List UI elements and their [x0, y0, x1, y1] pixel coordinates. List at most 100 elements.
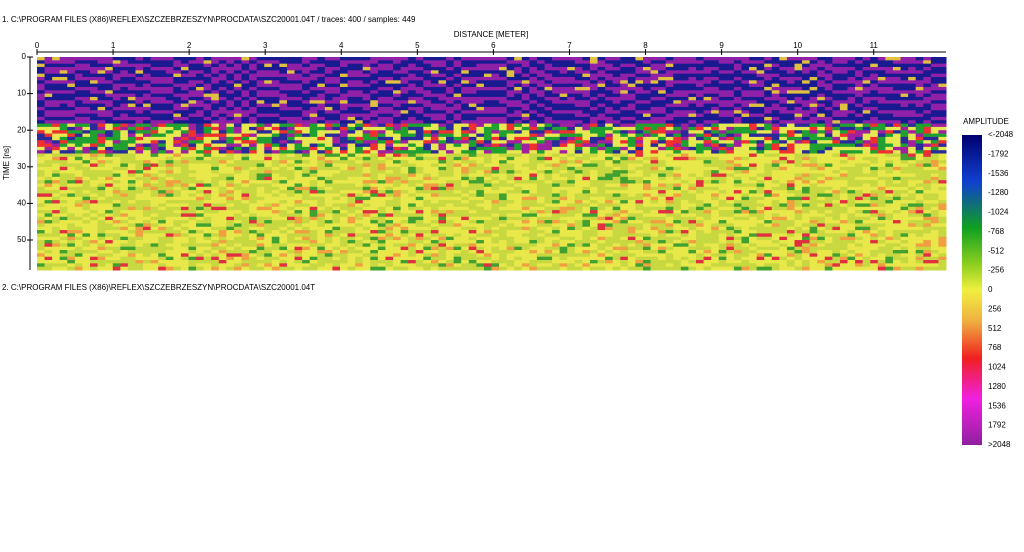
- radargram-cell: [279, 146, 288, 151]
- radargram-cell: [483, 230, 492, 234]
- radargram-cell: [423, 186, 432, 191]
- radargram-cell: [612, 246, 621, 251]
- radargram-cell: [408, 57, 417, 61]
- radargram-cell: [506, 123, 515, 128]
- radargram-cell: [582, 203, 591, 208]
- radargram-cell: [180, 126, 189, 131]
- radargram-cell: [446, 163, 455, 168]
- radargram-cell: [514, 106, 523, 111]
- radargram-cell: [286, 136, 296, 141]
- radargram-cell: [377, 206, 386, 211]
- radargram-cell: [203, 193, 212, 198]
- radargram-cell: [90, 226, 99, 231]
- radargram-cell: [332, 240, 341, 244]
- radargram-cell: [188, 196, 197, 201]
- radargram-cell: [150, 76, 159, 81]
- radargram-cell: [203, 246, 212, 251]
- radargram-cell: [589, 106, 599, 111]
- radargram-cell: [127, 116, 136, 121]
- radargram-cell: [552, 83, 561, 88]
- radargram-cell: [536, 263, 546, 268]
- radargram-cell: [249, 130, 258, 135]
- radargram-cell: [332, 123, 341, 128]
- radargram-cell: [218, 263, 227, 268]
- radargram-cell: [52, 160, 61, 164]
- radargram-cell: [279, 220, 288, 224]
- radargram-cell: [249, 233, 258, 238]
- radargram-cell: [491, 103, 500, 108]
- radargram-cell: [347, 180, 356, 184]
- radargram-cell: [400, 90, 409, 95]
- radargram-cell: [544, 116, 553, 121]
- radargram-cell: [491, 266, 500, 271]
- radargram-cell: [408, 163, 417, 168]
- radargram-cell: [120, 136, 129, 141]
- radargram-cell: [567, 236, 576, 241]
- radargram-cell: [567, 103, 576, 108]
- radargram-cell: [112, 60, 121, 65]
- radargram-cell: [271, 186, 280, 191]
- radargram-cell: [143, 70, 152, 75]
- radargram-cell: [589, 176, 599, 181]
- radargram-cell: [506, 90, 515, 95]
- radargram-cell: [226, 130, 235, 135]
- radargram-cell: [544, 193, 553, 198]
- radargram-cell: [529, 250, 538, 254]
- radargram-cell: [203, 110, 212, 115]
- radargram-cell: [529, 230, 538, 234]
- radargram-cell: [362, 250, 371, 254]
- radargram-cell: [612, 166, 621, 171]
- radargram-cell: [468, 120, 477, 125]
- radargram-cell: [233, 156, 243, 161]
- radargram-cell: [74, 200, 83, 204]
- radargram-cell: [105, 173, 114, 178]
- radargram-cell: [536, 173, 546, 178]
- radargram-cell: [150, 113, 159, 118]
- radargram-cell: [483, 113, 492, 118]
- radargram-cell: [393, 160, 402, 164]
- radargram-cell: [264, 260, 273, 264]
- radargram-cell: [211, 83, 220, 88]
- radargram-cell: [256, 66, 265, 71]
- radargram-cell: [143, 230, 152, 234]
- radargram-cell: [400, 256, 409, 261]
- radargram-cell: [567, 176, 576, 181]
- radargram-cell: [597, 90, 606, 95]
- radargram-cell: [476, 130, 485, 135]
- radargram-cell: [332, 63, 341, 68]
- radargram-cell: [233, 160, 243, 164]
- radargram-cell: [340, 220, 349, 224]
- radargram-cell: [544, 196, 553, 201]
- radargram-cell: [226, 223, 235, 228]
- radargram-cell: [218, 206, 227, 211]
- radargram-cell: [377, 146, 386, 151]
- radargram-cell: [544, 170, 553, 174]
- radargram-cell: [415, 236, 424, 241]
- radargram-cell: [506, 263, 515, 268]
- radargram-cell: [408, 260, 417, 264]
- radargram-cell: [574, 63, 583, 68]
- radargram-cell: [37, 233, 46, 238]
- radargram-cell: [97, 243, 106, 248]
- radargram-cell: [112, 146, 121, 151]
- radargram-cell: [370, 246, 379, 251]
- radargram-cell: [423, 100, 432, 105]
- radargram-cell: [324, 223, 333, 228]
- radargram-cell: [476, 106, 485, 111]
- radargram-cell: [567, 106, 576, 111]
- radargram-cell: [279, 256, 288, 261]
- radargram-cell: [264, 93, 273, 98]
- radargram-cell: [567, 233, 576, 238]
- radargram-cell: [74, 190, 83, 194]
- radargram-cell: [188, 243, 197, 248]
- radargram-cell: [612, 90, 621, 95]
- radargram-cell: [446, 223, 455, 228]
- radargram-cell: [180, 173, 189, 178]
- radargram-cell: [165, 73, 174, 78]
- radargram-cell: [180, 256, 189, 261]
- radargram-cell: [52, 123, 61, 128]
- radargram-cell: [567, 163, 576, 168]
- radargram-cell: [423, 133, 432, 138]
- radargram-cell: [544, 223, 553, 228]
- radargram-cell: [233, 240, 243, 244]
